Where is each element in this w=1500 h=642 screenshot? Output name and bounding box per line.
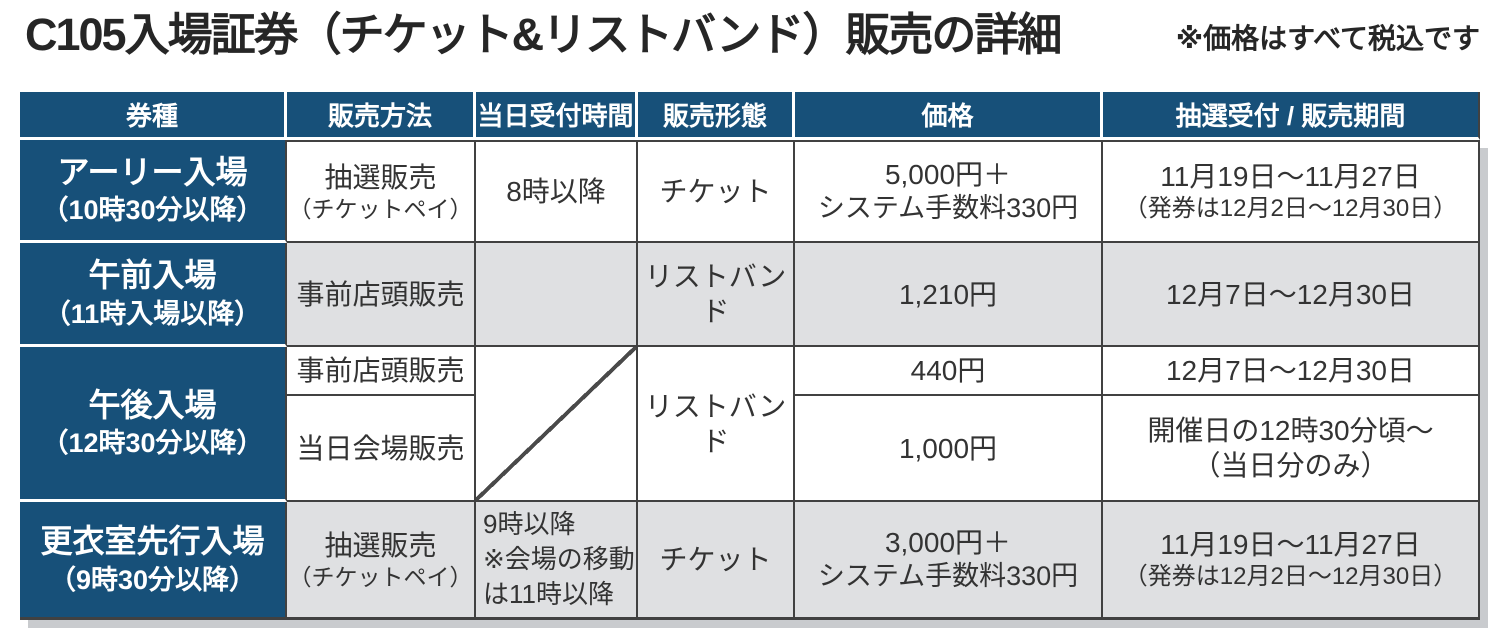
dressing-period-cell: 11月19日〜11月27日 （発券は12月2日〜12月30日）: [1103, 502, 1480, 620]
morning-price-cell: 1,210円: [795, 243, 1103, 347]
dressing-method-cell: 抽選販売 （チケットペイ）: [287, 502, 476, 620]
page-title: C105入場証券（チケット&リストバンド）販売の詳細: [25, 9, 1062, 60]
kind-morning-entry-time: （11時入場以降）: [43, 298, 262, 329]
dressing-time-line3: は11時以降: [483, 579, 614, 610]
dressing-reception-time-cell: 9時以降 ※会場の移動 は11時以降: [476, 502, 638, 620]
early-price-line1: 5,000円＋: [884, 159, 1012, 191]
early-price-cell: 5,000円＋ システム手数料330円: [795, 140, 1103, 243]
title-bar: C105入場証券（チケット&リストバンド）販売の詳細 ※価格はすべて税込です: [25, 6, 1480, 65]
kind-morning-entry: 午前入場 （11時入場以降）: [20, 243, 287, 347]
kind-afternoon-entry-name: 午後入場: [88, 386, 217, 423]
afternoon-sameday-price-cell: 1,000円: [795, 396, 1103, 502]
dressing-method-line1: 抽選販売: [324, 529, 437, 561]
header-sales-method: 販売方法: [287, 92, 476, 140]
dressing-form-cell: チケット: [638, 502, 795, 620]
dressing-price-line2: システム手数料330円: [817, 561, 1079, 592]
table-grid: 券種 販売方法 当日受付時間 販売形態 価格 抽選受付 / 販売期間 アーリー入…: [20, 92, 1480, 620]
header-sameday-reception-time: 当日受付時間: [476, 92, 638, 140]
kind-early-entry-time: （10時30分以降）: [41, 195, 264, 226]
kind-early-entry: アーリー入場 （10時30分以降）: [20, 140, 287, 243]
morning-period-cell: 12月7日〜12月30日: [1103, 243, 1480, 347]
kind-dressing-room-entry: 更衣室先行入場 （9時30分以降）: [20, 502, 287, 620]
afternoon-form-cell: リストバンド: [638, 347, 795, 502]
dressing-period-line1: 11月19日〜11月27日: [1160, 529, 1421, 560]
kind-morning-entry-name: 午前入場: [88, 257, 217, 294]
early-form-cell: チケット: [638, 140, 795, 243]
dressing-method-line2: （チケットペイ）: [288, 563, 473, 590]
kind-dressing-room-entry-time: （9時30分以降）: [48, 564, 257, 595]
kind-dressing-room-entry-name: 更衣室先行入場: [40, 523, 265, 560]
ticket-sales-table: 券種 販売方法 当日受付時間 販売形態 価格 抽選受付 / 販売期間 アーリー入…: [20, 92, 1488, 628]
early-period-line1: 11月19日〜11月27日: [1160, 161, 1421, 192]
afternoon-advance-price-cell: 440円: [795, 347, 1103, 396]
afternoon-reception-time-na-cell: [476, 347, 638, 502]
kind-afternoon-entry: 午後入場 （12時30分以降）: [20, 347, 287, 502]
header-ticket-kind: 券種: [20, 92, 287, 140]
dressing-period-line2: （発券は12月2日〜12月30日）: [1123, 563, 1458, 590]
afternoon-sameday-period-line1: 開催日の12時30分頃〜: [1147, 415, 1434, 446]
kind-early-entry-name: アーリー入場: [57, 153, 248, 190]
morning-form-cell: リストバンド: [638, 243, 795, 347]
header-price: 価格: [795, 92, 1103, 140]
early-period-line2: （発券は12月2日〜12月30日）: [1123, 195, 1458, 222]
afternoon-advance-period-cell: 12月7日〜12月30日: [1103, 347, 1480, 396]
early-method-line2: （チケットペイ）: [288, 195, 473, 222]
morning-reception-time-na-cell: [476, 243, 638, 347]
afternoon-advance-method-cell: 事前店頭販売: [287, 347, 476, 396]
dressing-time-line2: ※会場の移動: [483, 543, 635, 574]
morning-method-cell: 事前店頭販売: [287, 243, 476, 347]
early-price-line2: システム手数料330円: [817, 193, 1079, 224]
dressing-time-line1: 9時以降: [483, 508, 576, 539]
kind-afternoon-entry-time: （12時30分以降）: [41, 428, 264, 459]
early-period-cell: 11月19日〜11月27日 （発券は12月2日〜12月30日）: [1103, 140, 1480, 243]
afternoon-sameday-period-cell: 開催日の12時30分頃〜 （当日分のみ）: [1103, 396, 1480, 502]
early-method-cell: 抽選販売 （チケットペイ）: [287, 140, 476, 243]
dressing-price-line1: 3,000円＋: [884, 527, 1012, 559]
afternoon-sameday-method-cell: 当日会場販売: [287, 396, 476, 502]
early-method-line1: 抽選販売: [324, 161, 437, 193]
tax-included-note: ※価格はすべて税込です: [1175, 22, 1480, 54]
header-sales-form: 販売形態: [638, 92, 795, 140]
dressing-price-cell: 3,000円＋ システム手数料330円: [795, 502, 1103, 620]
early-reception-time-cell: 8時以降: [476, 140, 638, 243]
afternoon-sameday-period-line2: （当日分のみ）: [1192, 450, 1389, 481]
header-lottery-sales-period: 抽選受付 / 販売期間: [1103, 92, 1480, 140]
